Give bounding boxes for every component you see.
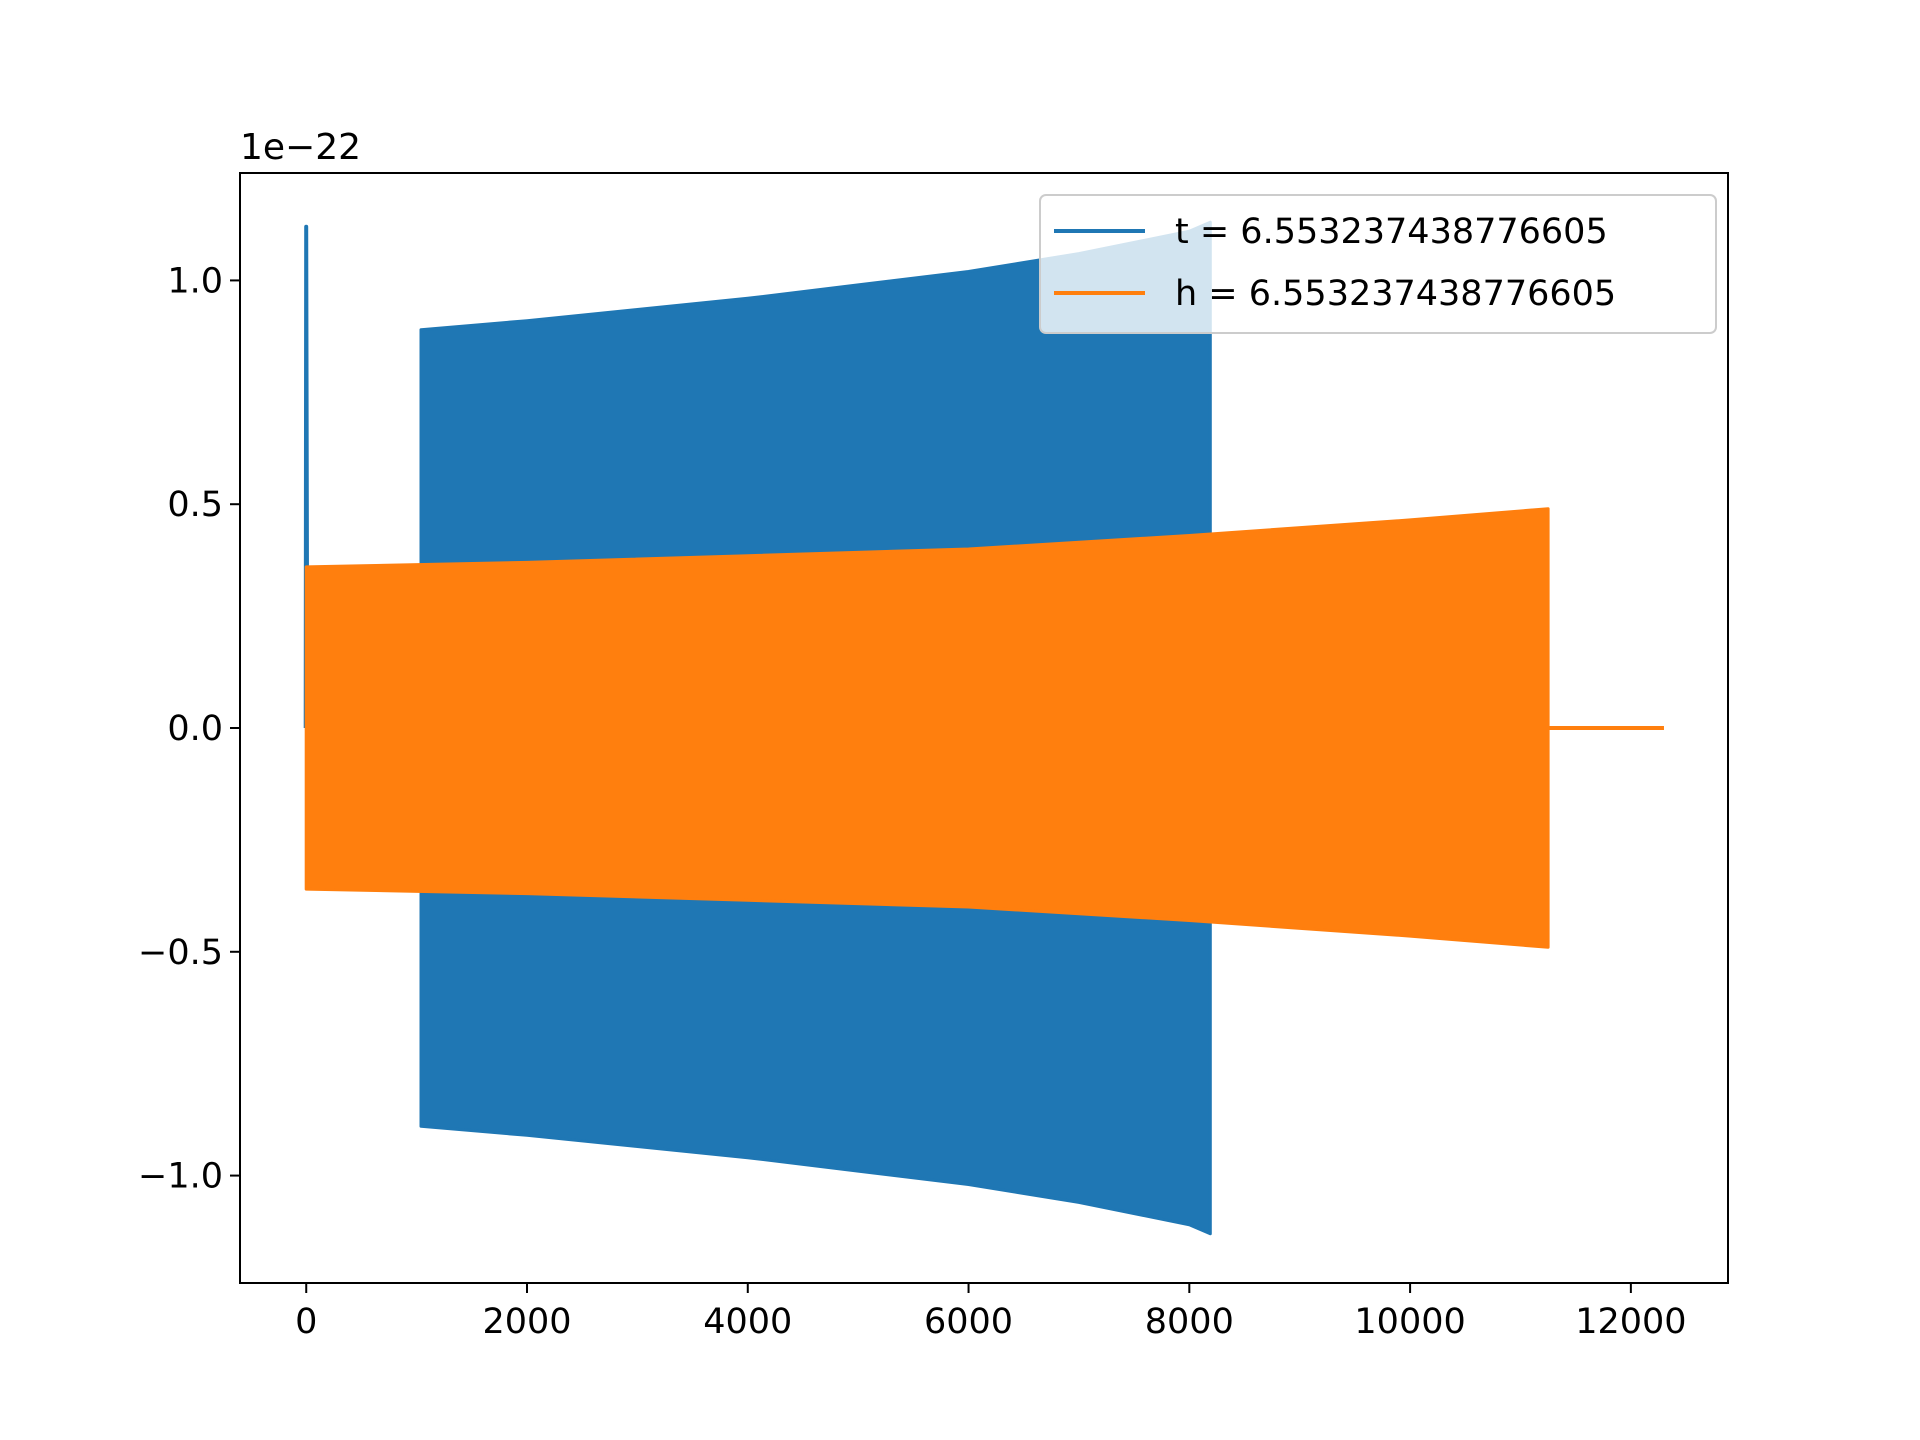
- legend-label: h = 6.553237438776605: [1175, 274, 1616, 314]
- x-tick-label: 10000: [1354, 1302, 1465, 1342]
- x-axis: 0 2000 4000 6000 8000 10000 12000: [295, 1283, 1687, 1342]
- y-tick-label: −1.0: [138, 1157, 223, 1197]
- legend: t = 6.553237438776605 h = 6.5532374387766…: [1039, 194, 1717, 334]
- y-tick-label: 1.0: [167, 261, 223, 301]
- x-tick-label: 4000: [703, 1302, 792, 1342]
- y-tick-label: −0.5: [138, 933, 223, 973]
- legend-label: t = 6.553237438776605: [1175, 212, 1608, 252]
- y-tick-label: 0.5: [167, 485, 223, 525]
- series-layer: [303, 220, 1664, 1236]
- x-tick-label: 2000: [482, 1302, 571, 1342]
- x-tick-label: 8000: [1145, 1302, 1234, 1342]
- x-tick-label: 6000: [924, 1302, 1013, 1342]
- x-tick-label: 12000: [1575, 1302, 1686, 1342]
- y-offset-label: 1e−22: [240, 127, 361, 168]
- y-axis: 1.0 0.5 0.0 −0.5 −1.0: [138, 261, 240, 1197]
- legend-box: [1039, 194, 1717, 334]
- series-h-band: [304, 507, 1550, 949]
- y-tick-label: 0.0: [167, 709, 223, 749]
- series-t-spike: [303, 224, 310, 729]
- x-tick-label: 0: [295, 1302, 317, 1342]
